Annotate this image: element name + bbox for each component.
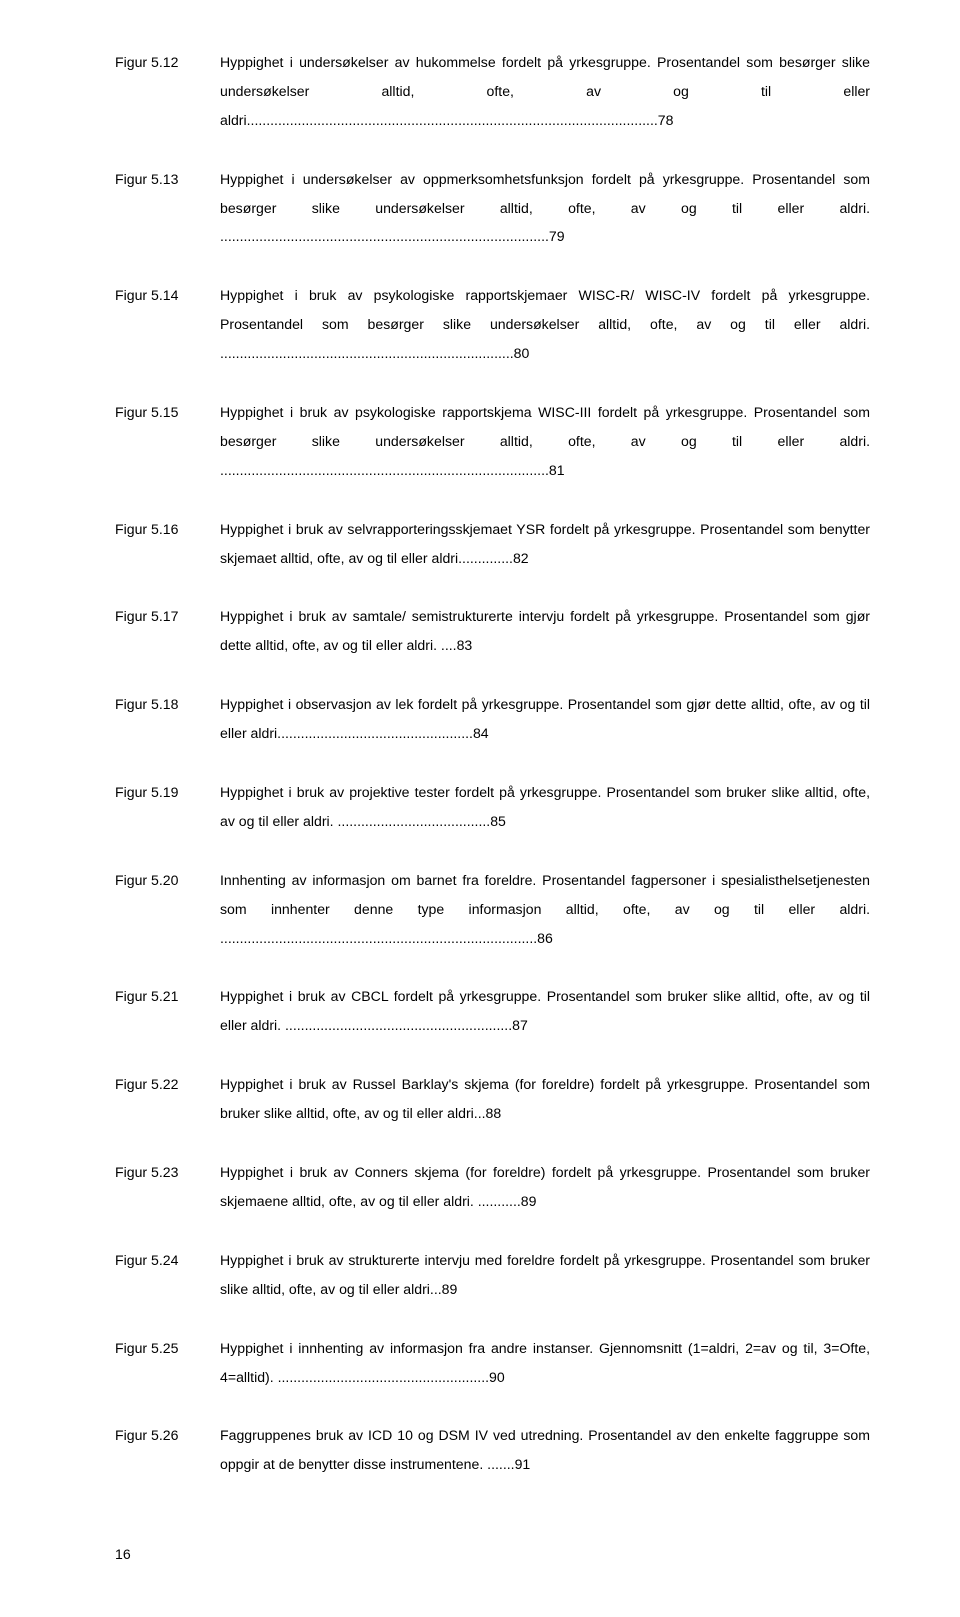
- figure-label: Figur 5.21: [115, 982, 220, 1040]
- figure-description: Hyppighet i undersøkelser av oppmerksomh…: [220, 165, 870, 252]
- figure-description: Hyppighet i bruk av Russel Barklay's skj…: [220, 1070, 870, 1128]
- figure-description: Hyppighet i bruk av samtale/ semistruktu…: [220, 602, 870, 660]
- figure-entry: Figur 5.12Hyppighet i undersøkelser av h…: [115, 48, 870, 135]
- figure-label: Figur 5.25: [115, 1334, 220, 1392]
- figure-description: Innhenting av informasjon om barnet fra …: [220, 866, 870, 953]
- figure-label: Figur 5.18: [115, 690, 220, 748]
- figure-label: Figur 5.22: [115, 1070, 220, 1128]
- figure-description: Hyppighet i observasjon av lek fordelt p…: [220, 690, 870, 748]
- figure-entry: Figur 5.23Hyppighet i bruk av Conners sk…: [115, 1158, 870, 1216]
- figure-label: Figur 5.26: [115, 1421, 220, 1479]
- figure-entry: Figur 5.17Hyppighet i bruk av samtale/ s…: [115, 602, 870, 660]
- figure-entry: Figur 5.16Hyppighet i bruk av selvrappor…: [115, 515, 870, 573]
- figure-description: Hyppighet i innhenting av informasjon fr…: [220, 1334, 870, 1392]
- figure-description: Hyppighet i bruk av strukturerte intervj…: [220, 1246, 870, 1304]
- figure-entries: Figur 5.12Hyppighet i undersøkelser av h…: [115, 48, 870, 1479]
- figure-description: Faggruppenes bruk av ICD 10 og DSM IV ve…: [220, 1421, 870, 1479]
- figure-entry: Figur 5.21Hyppighet i bruk av CBCL forde…: [115, 982, 870, 1040]
- figure-entry: Figur 5.18Hyppighet i observasjon av lek…: [115, 690, 870, 748]
- figure-label: Figur 5.16: [115, 515, 220, 573]
- figure-entry: Figur 5.20Innhenting av informasjon om b…: [115, 866, 870, 953]
- figure-entry: Figur 5.15Hyppighet i bruk av psykologis…: [115, 398, 870, 485]
- figure-description: Hyppighet i undersøkelser av hukommelse …: [220, 48, 870, 135]
- figure-label: Figur 5.15: [115, 398, 220, 485]
- figure-label: Figur 5.19: [115, 778, 220, 836]
- figure-entry: Figur 5.25Hyppighet i innhenting av info…: [115, 1334, 870, 1392]
- figure-label: Figur 5.23: [115, 1158, 220, 1216]
- figure-description: Hyppighet i bruk av Conners skjema (for …: [220, 1158, 870, 1216]
- figure-entry: Figur 5.26Faggruppenes bruk av ICD 10 og…: [115, 1421, 870, 1479]
- figure-label: Figur 5.24: [115, 1246, 220, 1304]
- figure-label: Figur 5.17: [115, 602, 220, 660]
- figure-entry: Figur 5.19 Hyppighet i bruk av projektiv…: [115, 778, 870, 836]
- figure-label: Figur 5.14: [115, 281, 220, 368]
- figure-list-page: Figur 5.12Hyppighet i undersøkelser av h…: [0, 0, 960, 1479]
- figure-label: Figur 5.13: [115, 165, 220, 252]
- figure-entry: Figur 5.22Hyppighet i bruk av Russel Bar…: [115, 1070, 870, 1128]
- figure-entry: Figur 5.14Hyppighet i bruk av psykologis…: [115, 281, 870, 368]
- figure-description: Hyppighet i bruk av projektive tester fo…: [220, 778, 870, 836]
- figure-description: Hyppighet i bruk av psykologiske rapport…: [220, 398, 870, 485]
- figure-description: Hyppighet i bruk av selvrapporteringsskj…: [220, 515, 870, 573]
- figure-entry: Figur 5.24Hyppighet i bruk av strukturer…: [115, 1246, 870, 1304]
- figure-entry: Figur 5.13Hyppighet i undersøkelser av o…: [115, 165, 870, 252]
- figure-label: Figur 5.20: [115, 866, 220, 953]
- figure-description: Hyppighet i bruk av psykologiske rapport…: [220, 281, 870, 368]
- figure-label: Figur 5.12: [115, 48, 220, 135]
- page-number: 16: [115, 1546, 131, 1562]
- figure-description: Hyppighet i bruk av CBCL fordelt på yrke…: [220, 982, 870, 1040]
